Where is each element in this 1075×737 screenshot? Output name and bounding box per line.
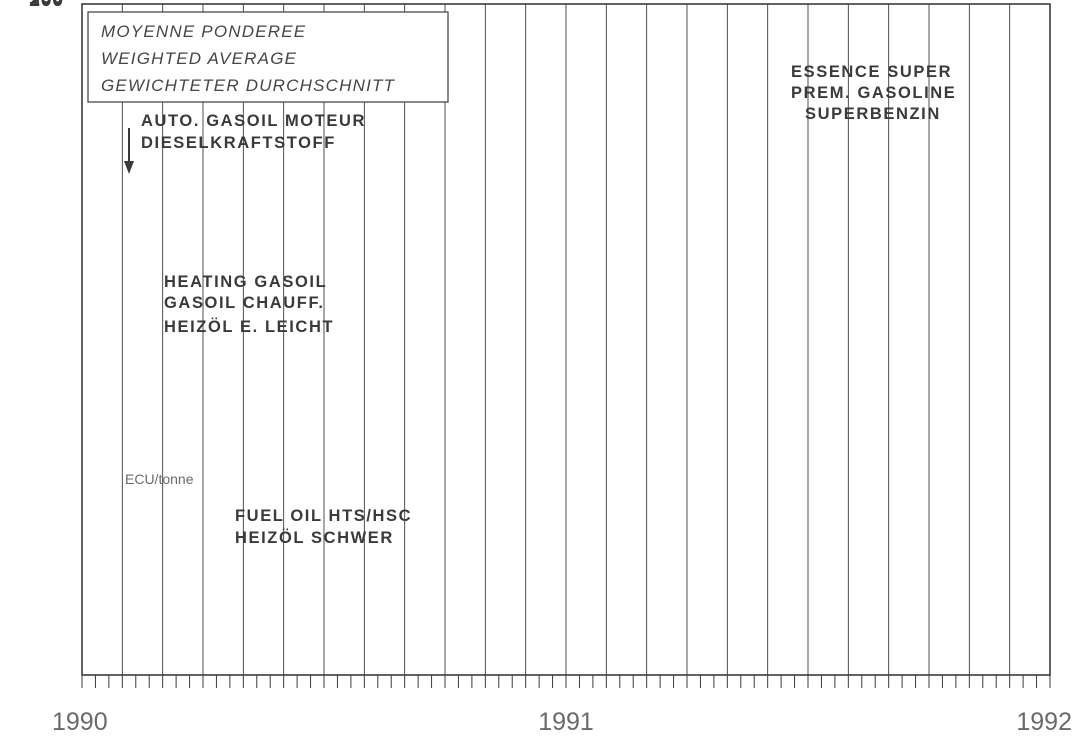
label-fuel-oil-line-1: FUEL OIL HTS/HSC (235, 507, 412, 525)
y-tick-label: 200 (29, 0, 64, 11)
down-arrow-icon (124, 128, 134, 174)
label-premium-gasoline-line-1: ESSENCE SUPER (791, 63, 952, 81)
label-premium-gasoline: ESSENCE SUPER PREM. GASOLINE SUPERBENZIN (791, 63, 956, 123)
y-tick-label: 100 (29, 0, 64, 10)
unit-label: ECU/tonne (125, 471, 194, 487)
label-auto-gasoil-line-1: AUTO. GASOIL MOTEUR (141, 112, 366, 130)
label-fuel-oil: FUEL OIL HTS/HSC HEIZÖL SCHWER (235, 507, 412, 547)
label-auto-gasoil-line-2: DIESELKRAFTSTOFF (141, 134, 336, 152)
legend-box: MOYENNE PONDEREE WEIGHTED AVERAGE GEWICH… (87, 11, 449, 103)
label-auto-gasoil: AUTO. GASOIL MOTEUR DIESELKRAFTSTOFF (124, 112, 366, 174)
legend-line-2: WEIGHTED AVERAGE (101, 49, 297, 68)
label-premium-gasoline-line-3: SUPERBENZIN (805, 105, 941, 123)
label-heating-gasoil: HEATING GASOIL GASOIL CHAUFF. HEIZÖL E. … (164, 273, 334, 336)
chart-axes: 50100200300 1990 1991 1992 (29, 0, 1072, 736)
x-tick-label: 1991 (538, 708, 594, 736)
legend-line-3: GEWICHTETER DURCHSCHNITT (101, 76, 396, 95)
label-heating-gasoil-line-2: GASOIL CHAUFF. (164, 294, 325, 312)
chart-grid (121, 4, 1011, 675)
label-premium-gasoline-line-2: PREM. GASOLINE (791, 84, 956, 102)
x-tick-label: 1990 (52, 708, 108, 736)
x-tick-label: 1992 (1016, 708, 1072, 736)
legend-line-1: MOYENNE PONDEREE (101, 22, 306, 41)
y-tick-label: 300 (29, 0, 64, 11)
label-heating-gasoil-line-3: HEIZÖL E. LEICHT (164, 317, 334, 336)
legend-box-frame (87, 11, 449, 103)
label-heating-gasoil-line-1: HEATING GASOIL (164, 273, 327, 291)
y-tick-label: 50 (41, 0, 64, 9)
label-fuel-oil-line-2: HEIZÖL SCHWER (235, 528, 394, 547)
